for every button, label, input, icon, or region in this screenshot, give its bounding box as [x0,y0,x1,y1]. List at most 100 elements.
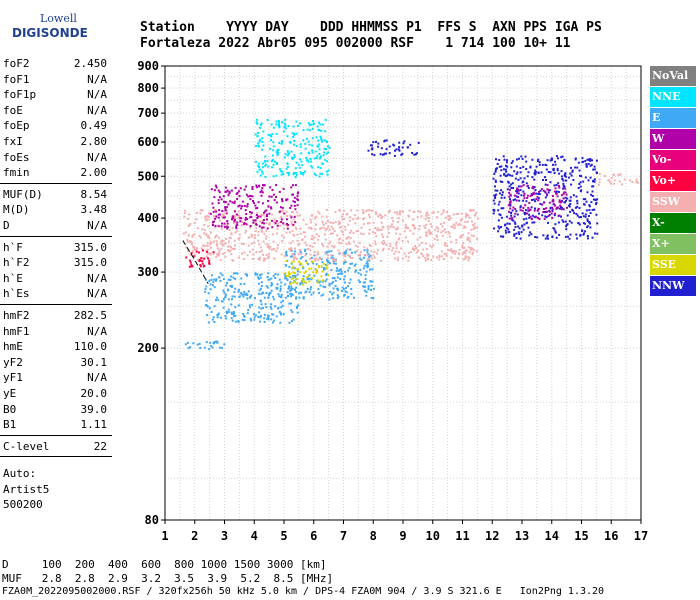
echo-point [381,241,384,244]
echo-point [362,211,365,214]
echo-point [188,259,191,262]
echo-point [217,199,220,202]
echo-point [434,229,437,232]
x-tick-label: 2 [191,529,198,543]
echo-point [246,205,249,208]
echo-point [500,165,503,168]
echo-point [278,190,281,193]
echo-point [339,209,342,212]
echo-point [355,249,358,252]
echo-point [336,287,339,290]
echo-point [257,282,260,285]
echo-point [541,203,544,206]
echo-point [499,235,502,238]
profile-curve [182,240,209,284]
echo-point [297,163,300,166]
echo-point [515,173,518,175]
echo-point [281,121,283,124]
echo-point [212,278,215,281]
echo-point [229,275,232,278]
echo-point [562,179,565,182]
echo-point [425,234,428,236]
echo-point [475,250,478,253]
echo-point [230,233,233,236]
echo-point [209,246,212,249]
echo-point [392,220,395,223]
echo-point [356,245,359,248]
echo-point [271,219,273,222]
echo-point [416,238,419,241]
echo-point [391,217,394,220]
echo-point [227,289,229,292]
echo-point [300,152,303,155]
echo-point [327,274,330,276]
echo-point [414,227,417,230]
param-row-group4-7: B1 1.11 [0,417,112,433]
echo-point [319,167,322,170]
param-name: h`Es [3,287,30,301]
echo-point [339,268,342,271]
echo-point [224,209,227,212]
echo-point [245,229,247,232]
echo-point [343,275,346,278]
echo-point [497,219,500,222]
echo-point [217,299,220,302]
x-tick-label: 9 [399,529,406,543]
echo-point [214,226,217,229]
legend-entry-noval: NoVal [650,66,696,86]
echo-point [381,249,384,252]
echo-point [255,214,258,216]
echo-point [284,283,287,286]
echo-point [581,212,584,215]
echo-point [227,278,230,281]
echo-point [564,196,567,199]
echo-point [270,195,273,198]
echo-point [340,215,343,218]
echo-point [350,288,353,290]
echo-point [316,279,319,282]
echo-point [267,244,270,247]
echo-point [554,231,557,234]
echo-point [582,198,585,201]
echo-point [293,267,296,270]
echo-point [463,225,466,228]
echo-point [290,247,293,250]
echo-point [418,228,421,231]
echo-point [243,222,246,224]
echo-point [267,296,270,299]
echo-point [260,303,263,306]
echo-point [537,199,540,202]
echo-point [270,284,273,287]
echo-point [258,243,261,246]
echo-point [336,294,339,297]
echo-point [546,159,549,162]
echo-point [284,274,287,277]
echo-point [504,224,506,227]
echo-point [558,184,560,187]
param-name: foF2 [3,57,30,70]
echo-point [290,156,293,159]
echo-point [321,261,324,264]
echo-point [267,272,270,275]
y-tick-label: 700 [137,106,159,120]
echo-point [324,238,327,241]
echo-point [313,251,316,254]
echo-point [362,285,365,288]
echo-point [472,248,475,251]
echo-point [287,173,290,176]
echo-point [208,307,211,310]
echo-point [380,147,383,150]
echo-point [298,158,301,161]
echo-point [502,155,505,158]
echo-point [444,216,447,219]
echo-point [545,168,548,171]
echo-point [407,251,410,254]
echo-point [428,229,431,232]
echo-point [251,248,254,251]
echo-point [587,237,589,240]
echo-point [495,158,497,161]
echo-point [285,198,288,201]
echo-point [545,211,548,214]
echo-point [274,277,277,279]
echo-point [285,274,288,277]
